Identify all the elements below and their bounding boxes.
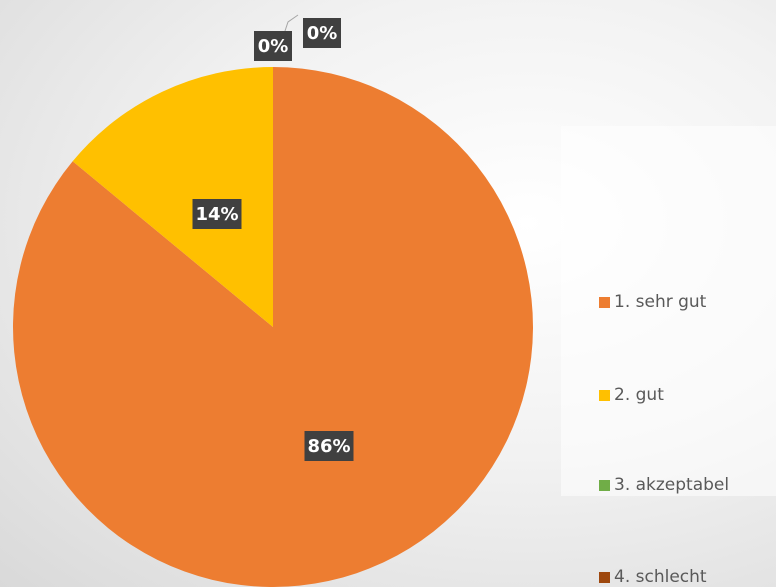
- data-label-schlecht: 0%: [254, 31, 292, 61]
- data-label-box-sehr-gut: [304, 431, 354, 461]
- legend: 1. sehr gut 2. gut 3. akzeptabel 4. schl…: [561, 126, 776, 587]
- data-label-sehr-gut: 86%: [304, 431, 354, 461]
- data-label-box-gut: [192, 199, 242, 229]
- legend-label-sehr-gut: 1. sehr gut: [614, 292, 707, 312]
- data-label-gut: 14%: [192, 199, 242, 229]
- data-label-box-schlecht: [254, 31, 292, 61]
- legend-item-schlecht[interactable]: 4. schlecht: [599, 567, 707, 587]
- legend-swatch-akzeptabel: [599, 479, 610, 491]
- legend-label-gut: 2. gut: [614, 385, 664, 405]
- data-label-text-akzeptabel: 0%: [307, 23, 338, 44]
- legend-label-schlecht: 4. schlecht: [614, 567, 707, 587]
- legend-item-sehr-gut[interactable]: 1. sehr gut: [599, 292, 706, 312]
- data-label-text-gut: 14%: [195, 204, 238, 225]
- data-label-text-sehr-gut: 86%: [307, 436, 350, 457]
- pie-slice-gut[interactable]: [72, 67, 273, 327]
- legend-swatch-sehr-gut: [599, 296, 610, 308]
- legend-item-gut[interactable]: 2. gut: [599, 385, 664, 405]
- legend-item-akzeptabel[interactable]: 3. akzeptabel: [599, 475, 729, 495]
- legend-swatch-schlecht: [599, 571, 610, 583]
- data-label-text-schlecht: 0%: [258, 36, 289, 57]
- legend-label-akzeptabel: 3. akzeptabel: [614, 475, 730, 495]
- legend-swatch-gut: [599, 389, 610, 401]
- data-label-akzeptabel: 0%: [303, 18, 341, 48]
- data-label-box-akzeptabel: [303, 18, 341, 48]
